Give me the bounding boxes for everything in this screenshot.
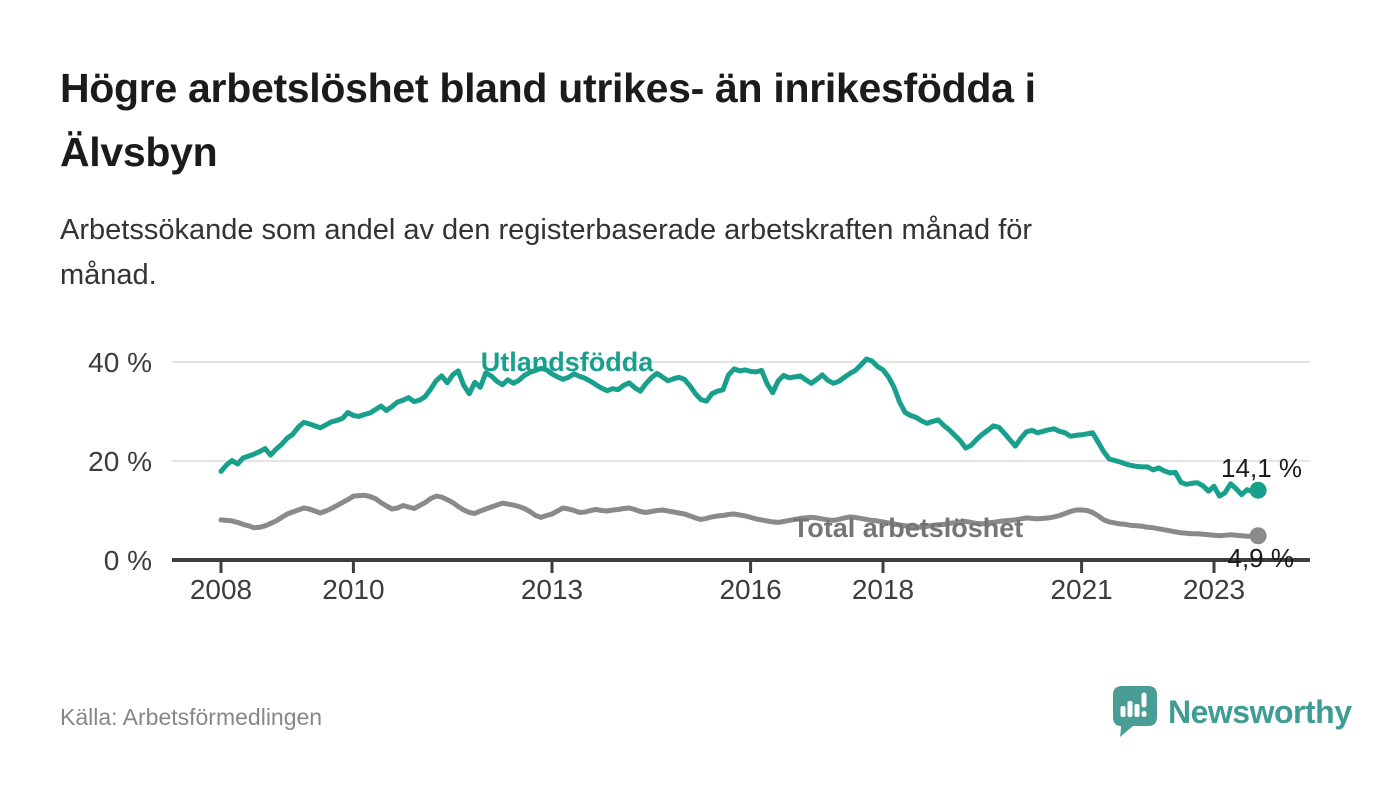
series-end-value-utlandsfodda: 14,1 % — [1221, 453, 1302, 483]
x-tick-label: 2021 — [1050, 574, 1112, 605]
source-note: Källa: Arbetsförmedlingen — [60, 704, 323, 730]
x-tick-label: 2016 — [719, 574, 781, 605]
page-subtitle: Arbetssökande som andel av den registerb… — [60, 214, 1033, 291]
newsworthy-logo: Newsworthy — [1113, 685, 1352, 739]
series-label-total: Total arbetslöshet — [793, 513, 1024, 543]
series-line-total — [218, 492, 1261, 539]
series-end-dot-total — [1249, 527, 1267, 545]
x-tick-label: 2018 — [852, 574, 914, 605]
y-tick-label: 0 % — [104, 545, 152, 576]
x-tick-label: 2010 — [322, 574, 384, 605]
series-line-utlandsfodda — [218, 356, 1261, 499]
x-tick-label: 2023 — [1183, 574, 1245, 605]
y-tick-label: 40 % — [88, 347, 152, 378]
series-end-dot-utlandsfodda — [1249, 481, 1267, 499]
series-label-utlandsfodda: Utlandsfödda — [481, 347, 654, 377]
x-tick-label: 2008 — [190, 574, 252, 605]
x-tick-label: 2013 — [521, 574, 583, 605]
newsworthy-bubble-chart-icon — [1113, 686, 1157, 737]
page-title: Högre arbetslöshet bland utrikes- än inr… — [60, 65, 1036, 175]
y-tick-label: 20 % — [88, 446, 152, 477]
series-end-value-total: 4,9 % — [1228, 543, 1295, 573]
brand-wordmark: Newsworthy — [1168, 693, 1352, 730]
